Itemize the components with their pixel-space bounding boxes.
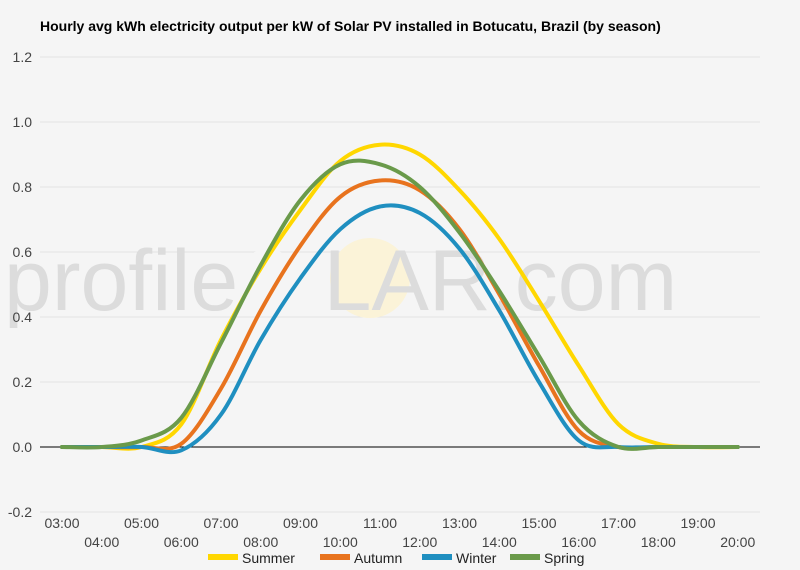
series-line-spring	[60, 158, 740, 451]
y-tick-label: 0.0	[13, 439, 33, 455]
watermark: profileS LAR.com	[4, 233, 677, 329]
x-tick-label: 13:00	[442, 515, 477, 531]
legend-label-winter: Winter	[456, 550, 497, 566]
x-tick-label: 11:00	[363, 515, 397, 531]
x-tick-label: 12:00	[402, 534, 437, 550]
watermark-part2: S	[238, 233, 295, 329]
x-tick-label: 16:00	[561, 534, 596, 550]
x-tick-label: 18:00	[641, 534, 676, 550]
x-tick-label: 07:00	[203, 515, 238, 531]
x-tick-label: 03:00	[44, 515, 79, 531]
x-tick-label: 10:00	[323, 534, 358, 550]
legend-swatch-spring	[510, 554, 540, 560]
x-tick-label: 19:00	[680, 515, 715, 531]
legend: Summer Autumn Winter Spring	[208, 550, 584, 566]
y-axis: 1.2 1.0 0.8 0.6 0.4 0.2 0.0 -0.2	[8, 49, 32, 520]
y-tick-label: 0.8	[13, 179, 33, 195]
watermark-sun-icon	[330, 238, 410, 318]
x-tick-label: 06:00	[164, 534, 199, 550]
series-line-summer	[60, 142, 740, 451]
watermark-part1: profile	[4, 233, 238, 329]
y-tick-label: -0.2	[8, 504, 32, 520]
y-tick-label: 0.2	[13, 374, 33, 390]
x-tick-label: 04:00	[84, 534, 119, 550]
y-tick-label: 0.4	[13, 309, 33, 325]
series-lines	[60, 142, 740, 455]
x-tick-label: 17:00	[601, 515, 636, 531]
watermark-text: profileS LAR.com	[4, 233, 677, 329]
y-tick-label: 0.6	[13, 244, 33, 260]
x-tick-label: 15:00	[521, 515, 556, 531]
legend-swatch-summer	[208, 554, 238, 560]
x-tick-label: 08:00	[243, 534, 278, 550]
x-tick-label: 14:00	[482, 534, 517, 550]
x-tick-label: 09:00	[283, 515, 318, 531]
chart-title: Hourly avg kWh electricity output per kW…	[40, 18, 661, 34]
legend-label-spring: Spring	[544, 550, 584, 566]
y-tick-label: 1.2	[13, 49, 33, 65]
legend-label-summer: Summer	[242, 550, 295, 566]
x-tick-label: 20:00	[720, 534, 755, 550]
x-tick-label: 05:00	[124, 515, 159, 531]
legend-label-autumn: Autumn	[354, 550, 402, 566]
y-tick-label: 1.0	[13, 114, 33, 130]
legend-swatch-winter	[422, 554, 452, 560]
legend-swatch-autumn	[320, 554, 350, 560]
